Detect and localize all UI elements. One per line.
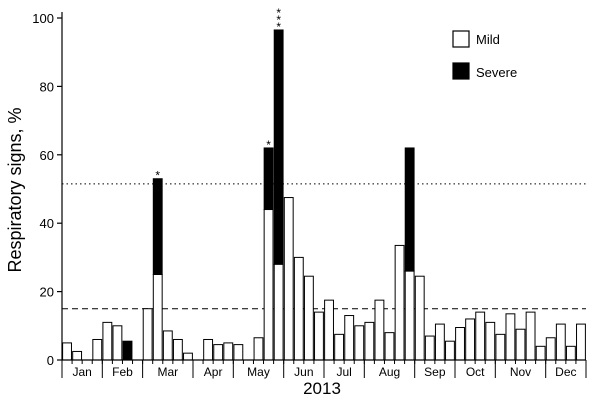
y-axis: 0 20 40 60 80 100: [32, 11, 63, 368]
y-tick-label: 60: [40, 148, 54, 163]
bar-mild: [535, 345, 546, 361]
bar-mild: [303, 275, 314, 361]
bar-mild: [465, 318, 476, 361]
bar-mild: [374, 299, 385, 361]
x-month-label: Oct: [466, 365, 485, 379]
x-month-label: Aug: [379, 365, 400, 379]
x-month-label: Nov: [510, 365, 531, 379]
bar-severe: [404, 147, 415, 272]
legend-swatch-mild: [452, 30, 470, 48]
bar-mild: [364, 321, 375, 361]
bar-mild: [515, 328, 526, 361]
bar-mild: [475, 311, 486, 361]
y-tick-label: 80: [40, 79, 54, 94]
x-month-label: Feb: [112, 365, 133, 379]
x-month-label: Dec: [555, 365, 576, 379]
bar-mild: [102, 321, 113, 361]
bar-mild: [565, 345, 576, 361]
bar-mild: [576, 323, 586, 361]
x-axis-label: 2013: [303, 379, 341, 398]
legend: Mild Severe: [452, 30, 517, 80]
x-month-label: May: [247, 365, 270, 379]
bar-mild: [344, 315, 355, 361]
bar-mild: [72, 350, 83, 361]
bar-mild: [334, 333, 345, 361]
bar-mild: [394, 244, 405, 361]
bar-mild: [445, 340, 455, 361]
bar-mild: [223, 342, 234, 361]
y-tick-label: 20: [40, 285, 54, 300]
x-month-label: Mar: [157, 365, 178, 379]
bar-mild: [404, 270, 415, 361]
bar-mild: [414, 275, 425, 361]
bar-mild: [424, 335, 435, 361]
x-month-label: Jan: [72, 365, 91, 379]
bar-mild: [62, 342, 72, 361]
legend-label-mild: Mild: [476, 32, 500, 47]
bar-mild: [263, 209, 274, 361]
bar-mild: [555, 323, 566, 361]
bar-mild: [112, 325, 123, 361]
significance-marker: *: [155, 169, 160, 183]
bar-mild: [203, 338, 214, 361]
bar-mild: [273, 263, 284, 361]
bar-mild: [142, 308, 153, 361]
y-tick-label: 100: [32, 11, 54, 26]
x-month-label: Apr: [204, 365, 223, 379]
bar-mild: [354, 325, 365, 361]
bar-mild: [172, 338, 183, 361]
bar-mild: [233, 344, 244, 361]
bar-mild: [525, 311, 536, 361]
bar-mild: [505, 313, 516, 361]
bar-mild: [293, 256, 304, 361]
bar-mild: [162, 330, 173, 361]
bar-severe: [152, 178, 163, 276]
legend-swatch-severe: [452, 62, 470, 80]
significance-marker: *: [266, 138, 271, 152]
bar-mild: [92, 338, 103, 361]
x-month-label: Jun: [294, 365, 313, 379]
y-tick-label: 40: [40, 216, 54, 231]
bar-mild: [253, 337, 264, 361]
x-month-label: Sep: [424, 365, 446, 379]
bar-mild: [283, 197, 294, 361]
bar-severe: [122, 340, 133, 361]
significance-marker: *: [276, 6, 281, 20]
bar-mild: [324, 299, 334, 361]
legend-label-severe: Severe: [476, 65, 517, 80]
bar-mild: [314, 311, 324, 361]
x-month-label: Jul: [336, 365, 351, 379]
plot-area: *****: [62, 6, 586, 361]
bar-mild: [485, 321, 496, 361]
y-axis-label: Respiratory signs, %: [5, 107, 25, 272]
x-axis: Jan Feb Mar Apr May Jun Jul Aug Sep Oct Nov Dec: [61, 359, 587, 379]
significance-marker: *: [276, 20, 281, 34]
bar-mild: [545, 337, 556, 361]
bar-mild: [152, 274, 163, 361]
bar-mild: [183, 352, 193, 361]
bar-mild: [384, 332, 395, 361]
bar-mild: [213, 344, 224, 361]
bar-mild: [455, 327, 465, 361]
bar-severe: [263, 147, 274, 211]
bar-mild: [495, 333, 506, 361]
significance-marker: *: [276, 13, 281, 27]
bar-mild: [434, 323, 445, 361]
bar-severe: [273, 29, 284, 265]
y-tick-label: 0: [47, 353, 54, 368]
